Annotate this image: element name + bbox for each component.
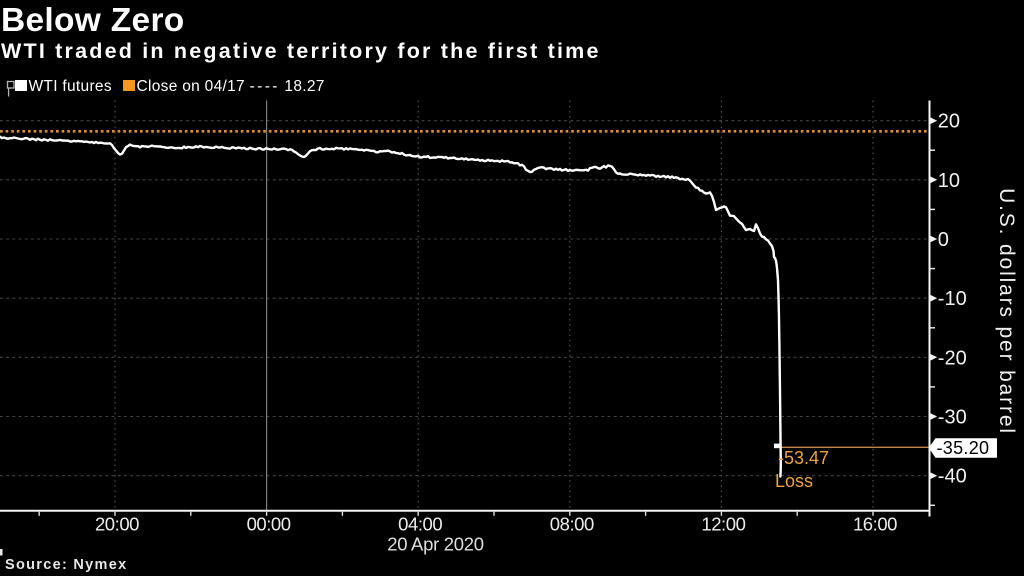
svg-text:08:00: 08:00 [550, 514, 594, 535]
svg-text:-53.47: -53.47 [778, 448, 829, 468]
svg-text:12:00: 12:00 [701, 514, 745, 535]
svg-text:-35.20: -35.20 [937, 438, 990, 458]
svg-text:20:00: 20:00 [95, 514, 139, 535]
svg-text:04:00: 04:00 [398, 514, 442, 535]
svg-text:-20: -20 [938, 347, 967, 369]
svg-text:20 Apr 2020: 20 Apr 2020 [387, 534, 483, 555]
svg-text:0: 0 [938, 229, 949, 251]
svg-text:20: 20 [938, 111, 960, 133]
svg-text:-30: -30 [938, 407, 967, 429]
svg-text:Loss: Loss [775, 471, 813, 491]
svg-text:16:00: 16:00 [853, 514, 897, 535]
svg-text:00:00: 00:00 [247, 514, 291, 535]
svg-text:-40: -40 [938, 466, 967, 488]
svg-text:-10: -10 [938, 288, 967, 310]
svg-text:U.S. dollars per barrel: U.S. dollars per barrel [995, 188, 1018, 435]
svg-text:10: 10 [938, 170, 960, 192]
